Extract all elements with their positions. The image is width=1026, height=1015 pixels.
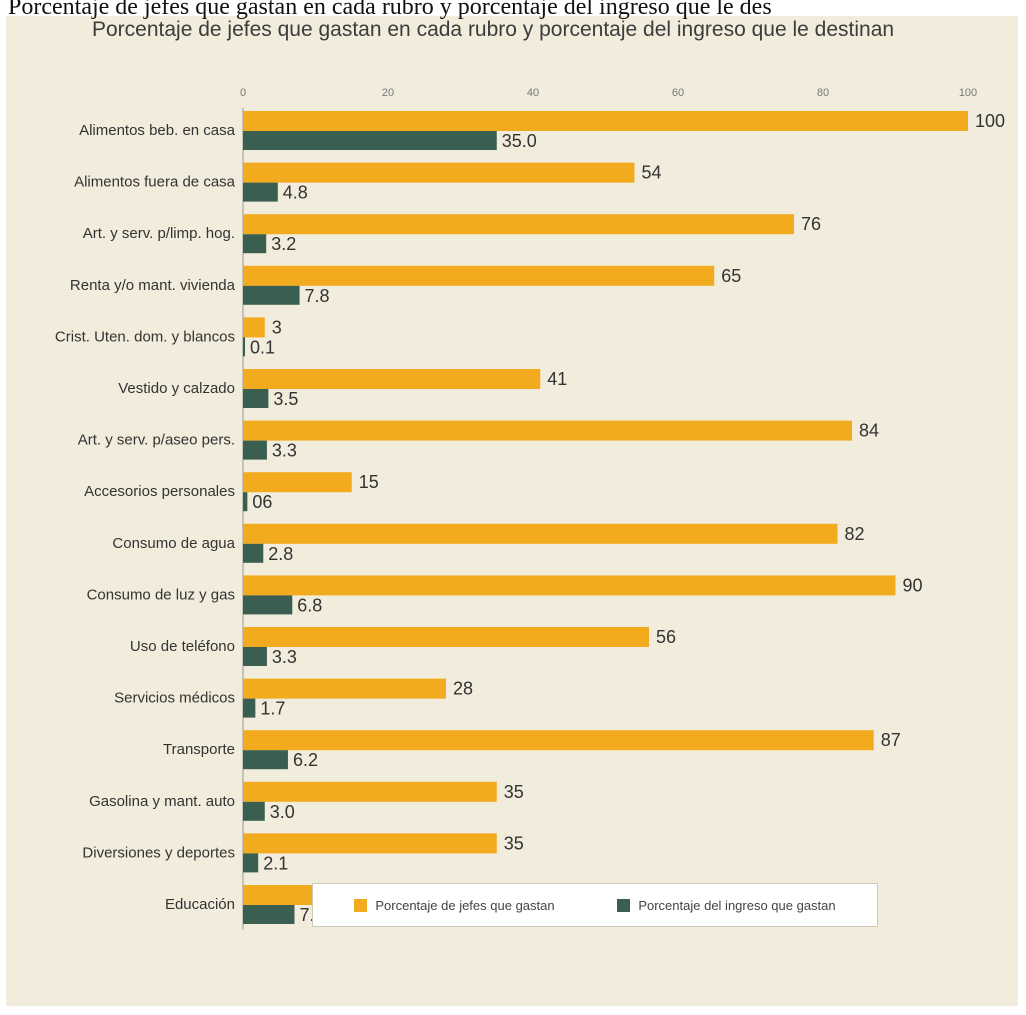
category-label: Vestido y calzado [118,380,235,397]
category-label: Art. y serv. p/limp. hog. [83,225,235,242]
bar-series-b [243,337,245,357]
legend-swatch-series-b [617,898,631,912]
bar-series-a [243,369,541,389]
bar-series-a [243,523,838,544]
category-label: Educación [165,896,235,913]
bar-series-b [243,905,295,924]
chart-title: Porcentaje de jefes que gastan en cada r… [92,18,895,41]
data-label-series-a: 90 [903,575,923,595]
bar-series-b [243,801,265,821]
category-label: Consumo de agua [112,535,235,552]
page-caption: Porcentaje de jefes que gastan en cada r… [8,0,772,20]
bar-series-a [243,420,852,441]
data-label-series-b: 3.5 [273,389,298,409]
data-label-series-a: 35 [504,833,524,853]
bar-series-b [243,492,248,512]
bar-series-b [243,182,278,202]
category-label: Gasolina y mant. auto [89,793,235,810]
data-label-series-b: 3.0 [270,802,295,822]
category-label: Consumo de luz y gas [87,586,235,603]
data-label-series-a: 35 [504,782,524,802]
bar-series-b [243,543,264,563]
data-label-series-b: 0.1 [250,337,275,357]
x-tick-label: 100 [959,87,977,99]
data-label-series-a: 65 [721,266,741,286]
data-label-series-a: 84 [859,421,879,441]
data-label-series-a: 56 [656,627,676,647]
category-label: Accesorios personales [84,483,235,500]
bar-series-b [243,440,267,460]
bar-series-b [243,234,267,254]
legend-label-series-b: Porcentaje del ingreso que gastan [638,897,836,913]
data-label-series-b: 6.2 [293,750,318,770]
x-tick-label: 80 [817,87,829,99]
x-tick-label: 60 [672,87,684,99]
bar-series-b [243,389,269,408]
bar-series-a [243,730,874,751]
bar-series-b [243,285,300,305]
bar-series-a [243,111,968,131]
bar-series-b [243,647,267,666]
legend-item-series-b: Porcentaje del ingreso que gastan [617,897,836,913]
data-label-series-b: 35.0 [502,131,537,151]
data-label-series-b: 3.3 [272,647,297,667]
bar-series-b [243,750,288,770]
data-label-series-a: 76 [801,214,821,234]
data-label-series-b: 7.8 [305,286,330,306]
data-label-series-b: 2.1 [263,853,288,873]
category-label: Transporte [163,741,235,758]
bar-series-a [243,781,497,802]
bar-series-a [243,575,896,596]
category-label: Crist. Uten. dom. y blancos [55,328,235,345]
bar-series-a [243,833,497,854]
legend-swatch-series-a [354,898,368,912]
bar-series-a [243,472,352,493]
data-label-series-a: 82 [845,524,865,544]
bar-series-b [243,853,259,873]
bar-series-a [243,162,635,183]
data-label-series-b: 3.3 [272,441,297,461]
bar-series-a [243,627,649,647]
legend-item-series-a: Porcentaje de jefes que gastan [354,897,555,913]
data-label-series-a: 15 [359,472,379,492]
data-label-series-a: 87 [881,730,901,750]
x-tick-label: 20 [382,87,394,99]
bar-series-a [243,678,446,699]
bar-series-b [243,131,497,150]
data-label-series-b: 1.7 [260,699,285,719]
data-label-series-b: 3.2 [271,234,296,254]
x-tick-label: 0 [240,87,246,99]
bar-series-b [243,595,293,615]
category-label: Alimentos fuera de casa [74,174,236,191]
data-label-series-a: 28 [453,679,473,699]
data-label-series-a: 3 [272,317,282,337]
legend-label-series-a: Porcentaje de jefes que gastan [375,897,555,913]
x-tick-label: 40 [527,87,539,99]
bar-series-a [243,265,715,286]
data-label-series-b: 2.8 [268,544,293,564]
bar-series-a [243,214,794,235]
data-label-series-a: 100 [975,111,1005,131]
data-label-series-b: 6.8 [297,595,322,615]
category-label: Art. y serv. p/aseo pers. [78,432,235,449]
data-label-series-b: 4.8 [283,183,308,203]
category-label: Uso de teléfono [130,638,235,655]
data-label-series-a: 41 [547,369,567,389]
category-label: Servicios médicos [114,690,235,707]
chart-legend: Porcentaje de jefes que gastan Porcentaj… [312,883,878,927]
bar-series-a [243,317,265,338]
data-label-series-a: 54 [642,163,662,183]
data-label-series-b: 06 [252,492,272,512]
bar-series-b [243,698,256,718]
category-label: Alimentos beb. en casa [79,122,236,139]
category-label: Diversiones y deportes [82,844,235,861]
category-label: Renta y/o mant. vivienda [70,277,236,294]
